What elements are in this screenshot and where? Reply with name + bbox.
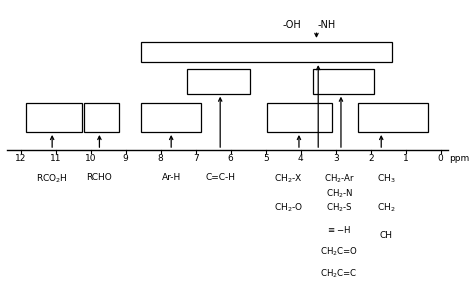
Bar <box>187 69 250 94</box>
Text: CH$_3$: CH$_3$ <box>377 173 396 185</box>
Bar <box>26 103 82 132</box>
Text: 12: 12 <box>15 154 27 163</box>
Text: 2: 2 <box>368 154 374 163</box>
Text: 11: 11 <box>50 154 62 163</box>
Bar <box>141 103 201 132</box>
Text: 9: 9 <box>123 154 128 163</box>
Text: CH$_2$C=O: CH$_2$C=O <box>320 246 358 258</box>
Text: 10: 10 <box>85 154 96 163</box>
Text: ppm: ppm <box>449 154 470 163</box>
Text: CH$_2$C=C: CH$_2$C=C <box>320 268 358 280</box>
Text: 7: 7 <box>193 154 199 163</box>
Text: CH$_2$: CH$_2$ <box>377 202 396 214</box>
Text: RCO$_2$H: RCO$_2$H <box>36 173 68 185</box>
Text: 0: 0 <box>438 154 444 163</box>
Text: CH: CH <box>380 231 393 240</box>
Bar <box>83 103 118 132</box>
Bar <box>267 103 332 132</box>
Text: -NH: -NH <box>318 19 336 30</box>
Text: CH$_2$-O: CH$_2$-O <box>274 202 303 214</box>
Text: 3: 3 <box>333 154 338 163</box>
Text: -OH: -OH <box>283 19 301 30</box>
Text: CH$_2$-X: CH$_2$-X <box>274 173 303 185</box>
Text: CH$_2$-S: CH$_2$-S <box>326 202 353 214</box>
Bar <box>313 69 374 94</box>
Text: 5: 5 <box>263 154 269 163</box>
Text: $\equiv$$-$H: $\equiv$$-$H <box>327 224 352 235</box>
Bar <box>358 103 428 132</box>
Text: 6: 6 <box>228 154 234 163</box>
Text: 1: 1 <box>403 154 409 163</box>
Text: C=C-H: C=C-H <box>205 173 235 182</box>
Text: RCHO: RCHO <box>87 173 112 182</box>
Bar <box>141 42 392 62</box>
Text: CH$_2$-Ar: CH$_2$-Ar <box>324 173 355 185</box>
Text: 4: 4 <box>298 154 303 163</box>
Text: CH$_2$-N: CH$_2$-N <box>326 187 353 200</box>
Text: 8: 8 <box>158 154 164 163</box>
Text: Ar-H: Ar-H <box>162 173 181 182</box>
